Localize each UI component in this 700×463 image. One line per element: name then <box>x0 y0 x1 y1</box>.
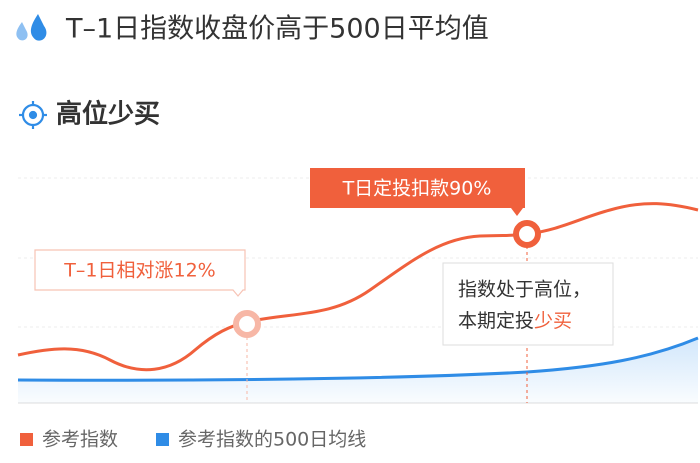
app-icon <box>16 14 47 41</box>
section-title: 高位少买 <box>56 99 160 130</box>
note-highlight: 少买 <box>534 310 572 332</box>
rise-callout: T–1日相对涨12% <box>34 249 246 297</box>
legend-swatch <box>156 433 169 446</box>
legend-label: 参考指数 <box>42 429 118 451</box>
marker-point <box>233 310 261 338</box>
legend-swatch <box>20 433 33 446</box>
deduct-label: T日定投扣款90% <box>342 178 492 200</box>
note-line: 本期定投少买 <box>458 310 572 332</box>
legend-label: 参考指数的500日均线 <box>178 429 366 451</box>
marker-point <box>513 220 541 248</box>
index-line <box>17 202 699 372</box>
note-text: 本期定投 <box>458 310 534 332</box>
note-line: 指数处于高位， <box>458 279 591 301</box>
note-box: 指数处于高位， 本期定投少买 <box>442 262 614 346</box>
header-title: T–1日指数收盘价高于500日平均值 <box>65 14 489 45</box>
deduct-callout: T日定投扣款90% <box>310 168 525 216</box>
avg-line <box>17 336 699 382</box>
section-icon <box>19 101 47 129</box>
rise-label: T–1日相对涨12% <box>63 260 215 282</box>
avg-area <box>18 338 698 403</box>
